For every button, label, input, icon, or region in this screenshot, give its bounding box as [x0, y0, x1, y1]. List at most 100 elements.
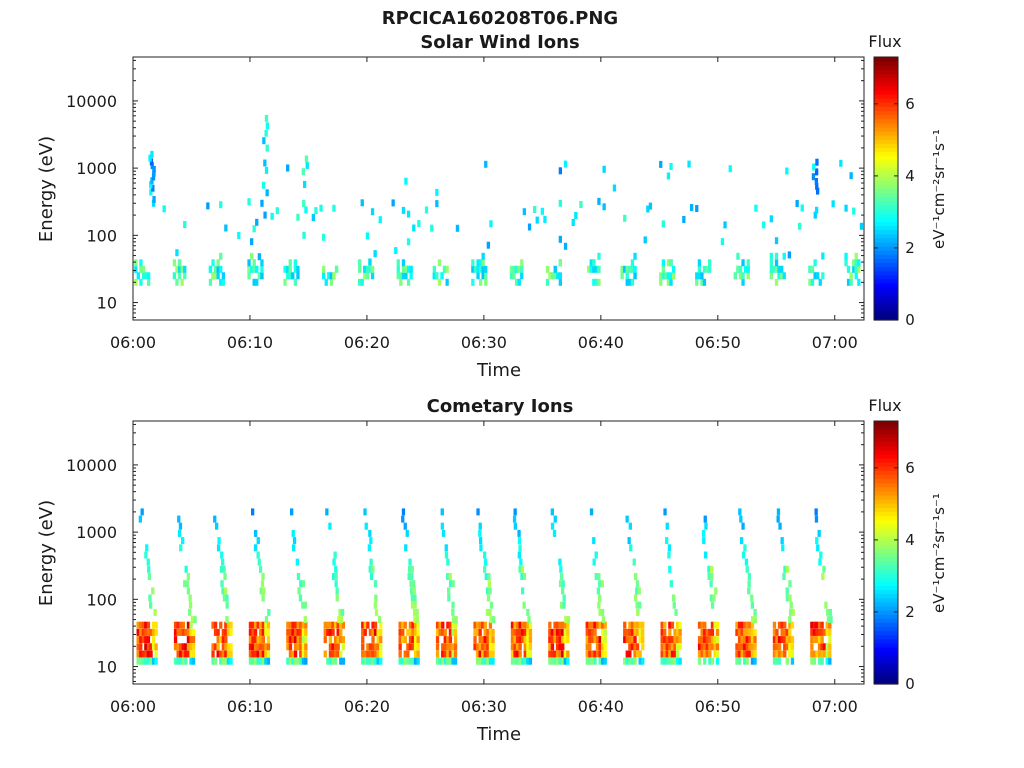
- heatmap-cell: [664, 272, 668, 280]
- heatmap-cell: [628, 628, 632, 636]
- heatmap-cell: [517, 278, 521, 286]
- heatmap-cell: [481, 259, 485, 267]
- heatmap-cell: [261, 643, 265, 651]
- heatmap-cell: [737, 621, 742, 629]
- heatmap-cell: [361, 628, 365, 636]
- heatmap-cell: [322, 233, 326, 241]
- heatmap-cell: [219, 650, 223, 658]
- heatmap-cell: [512, 272, 516, 280]
- heatmap-cell: [448, 636, 453, 644]
- heatmap-cell: [213, 272, 218, 280]
- heatmap-cell: [630, 259, 635, 267]
- heatmap-cell: [440, 272, 444, 280]
- heatmap-cell: [154, 657, 158, 665]
- heatmap-cell: [301, 168, 305, 176]
- heatmap-cell: [669, 259, 673, 267]
- heatmap-cell: [224, 650, 228, 658]
- x-tick-label: 06:20: [344, 333, 390, 352]
- y-tick-label: 10: [97, 294, 117, 313]
- heatmap-cell: [550, 628, 555, 636]
- heatmap-cell: [340, 608, 345, 616]
- heatmap-cell: [632, 558, 636, 566]
- heatmap-cell: [815, 158, 819, 166]
- heatmap-cell: [747, 573, 751, 580]
- heatmap-cell: [411, 657, 415, 665]
- heatmap-cell: [641, 643, 645, 651]
- heatmap-cell: [813, 272, 817, 280]
- heatmap-cell: [373, 621, 378, 629]
- plot-frame: [132, 56, 865, 321]
- heatmap-cell: [517, 265, 521, 273]
- heatmap-cell: [363, 621, 367, 629]
- heatmap-cell: [585, 657, 589, 665]
- heatmap-cell: [448, 580, 453, 588]
- heatmap-cell: [248, 628, 253, 636]
- heatmap-cell: [475, 643, 480, 651]
- heatmap-cell: [790, 636, 795, 644]
- heatmap-cell: [376, 636, 380, 644]
- heatmap-cell: [176, 628, 180, 636]
- heatmap-cell: [141, 621, 145, 629]
- heatmap-cell: [548, 628, 552, 636]
- heatmap-cell: [558, 167, 562, 175]
- heatmap-cell: [435, 621, 440, 629]
- heatmap-cell: [441, 643, 445, 651]
- heatmap-cell: [435, 188, 439, 196]
- heatmap-cell: [299, 636, 303, 644]
- heatmap-cell: [291, 628, 295, 636]
- heatmap-cell: [286, 272, 290, 280]
- heatmap-cell: [173, 657, 178, 665]
- heatmap-cell: [288, 621, 293, 629]
- heatmap-cell: [785, 565, 790, 573]
- heatmap-cell: [416, 657, 420, 665]
- heatmap-cell: [561, 657, 565, 665]
- heatmap-cell: [745, 650, 749, 658]
- heatmap-cell: [288, 636, 293, 644]
- heatmap-cell: [376, 643, 380, 651]
- heatmap-cell: [177, 265, 182, 273]
- heatmap-cell: [139, 643, 143, 651]
- heatmap-cell: [189, 621, 193, 629]
- heatmap-cell: [411, 643, 415, 651]
- heatmap-cell: [788, 643, 792, 651]
- heatmap-cell: [489, 616, 493, 624]
- heatmap-cell: [593, 636, 597, 644]
- heatmap-cell: [336, 628, 340, 636]
- colorbar-tick-label: 4: [905, 531, 915, 549]
- heatmap-cell: [259, 636, 263, 644]
- heatmap-cell: [339, 628, 343, 636]
- heatmap-cell: [748, 643, 752, 651]
- heatmap-cell: [405, 529, 409, 537]
- heatmap-cell: [255, 278, 259, 286]
- heatmap-cell: [849, 272, 853, 280]
- heatmap-cell: [451, 628, 455, 636]
- heatmap-cell: [812, 650, 817, 658]
- heatmap-cell: [663, 650, 667, 658]
- heatmap-cell: [489, 220, 493, 228]
- heatmap-cell: [489, 601, 494, 609]
- heatmap-cell: [593, 650, 597, 658]
- heatmap-cell: [628, 265, 632, 273]
- heatmap-cell: [713, 643, 717, 651]
- heatmap-cell: [331, 573, 336, 580]
- heatmap-cell: [666, 272, 671, 280]
- heatmap-cell: [446, 657, 450, 665]
- heatmap-cell: [813, 211, 817, 219]
- heatmap-cell: [181, 650, 185, 658]
- heatmap-cell: [360, 278, 364, 286]
- heatmap-cell: [139, 621, 143, 629]
- heatmap-cell: [783, 565, 787, 573]
- heatmap-cell: [283, 265, 287, 273]
- heatmap-cell: [597, 573, 601, 580]
- heatmap-cell: [216, 650, 220, 658]
- heatmap-cell: [483, 628, 487, 636]
- heatmap-cell: [521, 587, 525, 595]
- heatmap-cell: [251, 628, 255, 636]
- heatmap-cell: [702, 265, 707, 273]
- heatmap-cell: [406, 657, 410, 665]
- heatmap-cell: [592, 259, 596, 267]
- heatmap-cell: [411, 628, 415, 636]
- heatmap-cell: [208, 265, 213, 273]
- heatmap-cell: [777, 657, 782, 665]
